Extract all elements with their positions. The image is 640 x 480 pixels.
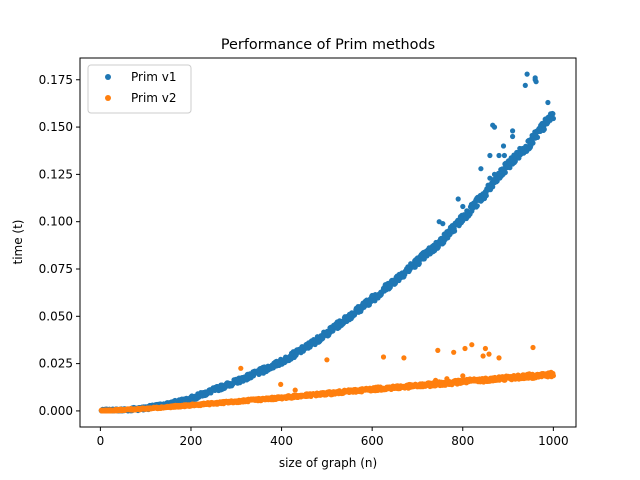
data-point (524, 71, 530, 77)
data-point (501, 152, 507, 159)
x-tick-label: 800 (451, 434, 474, 448)
y-tick-label: 0.025 (39, 357, 73, 371)
data-point (435, 347, 441, 353)
chart-title: Performance of Prim methods (221, 37, 435, 53)
data-point (522, 82, 528, 88)
data-point (380, 354, 387, 360)
series-2 (98, 342, 557, 414)
legend: Prim v1 Prim v2 (87, 64, 192, 114)
data-point (452, 228, 458, 234)
data-point (541, 126, 547, 132)
legend-label-prim-v2: Prim v2 (131, 91, 177, 105)
data-point (451, 349, 457, 355)
data-point (324, 357, 330, 363)
data-point (509, 128, 516, 134)
data-point (469, 342, 475, 348)
y-tick-label: 0.150 (39, 120, 73, 134)
data-point (502, 169, 508, 176)
x-tick-label: 400 (270, 434, 293, 448)
legend-box (87, 64, 192, 114)
data-point (496, 152, 502, 159)
data-point (260, 370, 267, 376)
y-tick-label: 0.100 (39, 215, 73, 229)
data-point (487, 175, 493, 181)
y-tick-label: 0.075 (39, 262, 73, 276)
data-point (412, 264, 418, 270)
data-point (333, 321, 339, 327)
legend-marker-prim-v1 (105, 74, 111, 80)
data-point (440, 221, 446, 227)
data-point (480, 353, 486, 359)
data-point (346, 311, 353, 317)
data-point (478, 166, 484, 172)
data-point (545, 99, 551, 106)
data-point (491, 171, 498, 177)
data-point (550, 373, 557, 379)
data-point (486, 351, 492, 357)
data-point (550, 111, 556, 117)
plot-frame (79, 57, 577, 428)
y-axis-label: time (t) (11, 220, 25, 265)
data-point (550, 115, 557, 122)
data-point (500, 143, 507, 149)
legend-marker-prim-v2 (105, 95, 111, 101)
data-point (474, 203, 480, 209)
x-tick-label: 0 (97, 434, 105, 448)
data-point (534, 134, 541, 140)
x-axis-ticks: 0 200 400 600 800 1000 (97, 427, 569, 448)
data-point (490, 184, 496, 190)
data-point (532, 77, 538, 83)
data-point (387, 283, 393, 289)
points-layer (98, 71, 557, 414)
y-axis-ticks: 0.000 0.025 0.050 0.075 0.100 0.125 0.150 0.175 (39, 73, 80, 418)
x-tick-label: 1000 (538, 434, 569, 448)
x-tick-label: 200 (180, 434, 203, 448)
data-point (256, 367, 262, 373)
y-tick-label: 0.125 (39, 167, 73, 181)
data-point (509, 133, 516, 140)
data-point (462, 345, 468, 352)
data-point (444, 376, 450, 382)
data-point (238, 365, 244, 371)
data-point (460, 373, 466, 379)
data-point (491, 124, 498, 130)
data-point (487, 152, 493, 159)
x-tick-label: 600 (361, 434, 384, 448)
data-point (530, 344, 536, 351)
data-point (278, 381, 284, 387)
y-tick-label: 0.050 (39, 309, 73, 323)
data-point (496, 355, 502, 361)
data-point (292, 387, 298, 393)
data-point (414, 258, 421, 264)
y-tick-label: 0.175 (39, 73, 73, 87)
data-point (369, 292, 375, 299)
data-point (460, 203, 466, 210)
data-point (360, 300, 366, 306)
x-axis-label: size of graph (n) (279, 456, 377, 470)
data-point (530, 140, 536, 146)
data-point (507, 165, 513, 171)
data-point (482, 345, 488, 352)
y-tick-label: 0.000 (39, 404, 73, 418)
data-point (433, 377, 439, 383)
legend-label-prim-v1: Prim v1 (131, 70, 177, 84)
data-point (455, 196, 461, 202)
data-point (401, 355, 407, 361)
data-point (483, 193, 489, 199)
